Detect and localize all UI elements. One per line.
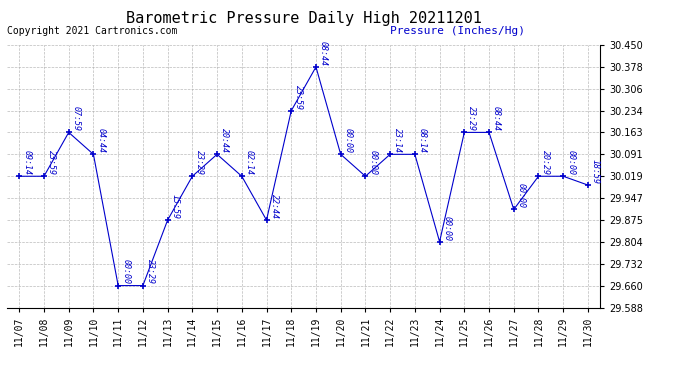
Text: 23:29: 23:29 — [195, 150, 204, 175]
Text: 22:44: 22:44 — [270, 194, 279, 219]
Text: 15:59: 15:59 — [170, 194, 179, 219]
Text: 00:00: 00:00 — [517, 183, 526, 208]
Text: 00:00: 00:00 — [121, 260, 130, 284]
Text: Copyright 2021 Cartronics.com: Copyright 2021 Cartronics.com — [7, 26, 177, 36]
Text: 23:29: 23:29 — [146, 260, 155, 284]
Text: 08:14: 08:14 — [418, 128, 427, 153]
Text: 09:14: 09:14 — [22, 150, 31, 175]
Text: Pressure (Inches/Hg): Pressure (Inches/Hg) — [390, 26, 525, 36]
Text: 00:00: 00:00 — [442, 216, 451, 240]
Text: 00:00: 00:00 — [368, 150, 377, 175]
Text: 07:59: 07:59 — [72, 106, 81, 131]
Text: 23:29: 23:29 — [467, 106, 476, 131]
Text: 23:59: 23:59 — [294, 84, 303, 109]
Text: 23:14: 23:14 — [393, 128, 402, 153]
Text: 08:44: 08:44 — [492, 106, 501, 131]
Text: 23:59: 23:59 — [47, 150, 56, 175]
Text: 20:29: 20:29 — [542, 150, 551, 175]
Text: 04:44: 04:44 — [97, 128, 106, 153]
Text: Barometric Pressure Daily High 20211201: Barometric Pressure Daily High 20211201 — [126, 11, 482, 26]
Text: 18:59: 18:59 — [591, 159, 600, 184]
Text: 20:44: 20:44 — [220, 128, 229, 153]
Text: 02:14: 02:14 — [245, 150, 254, 175]
Text: 00:00: 00:00 — [566, 150, 575, 175]
Text: 00:00: 00:00 — [344, 128, 353, 153]
Text: 08:44: 08:44 — [319, 41, 328, 66]
